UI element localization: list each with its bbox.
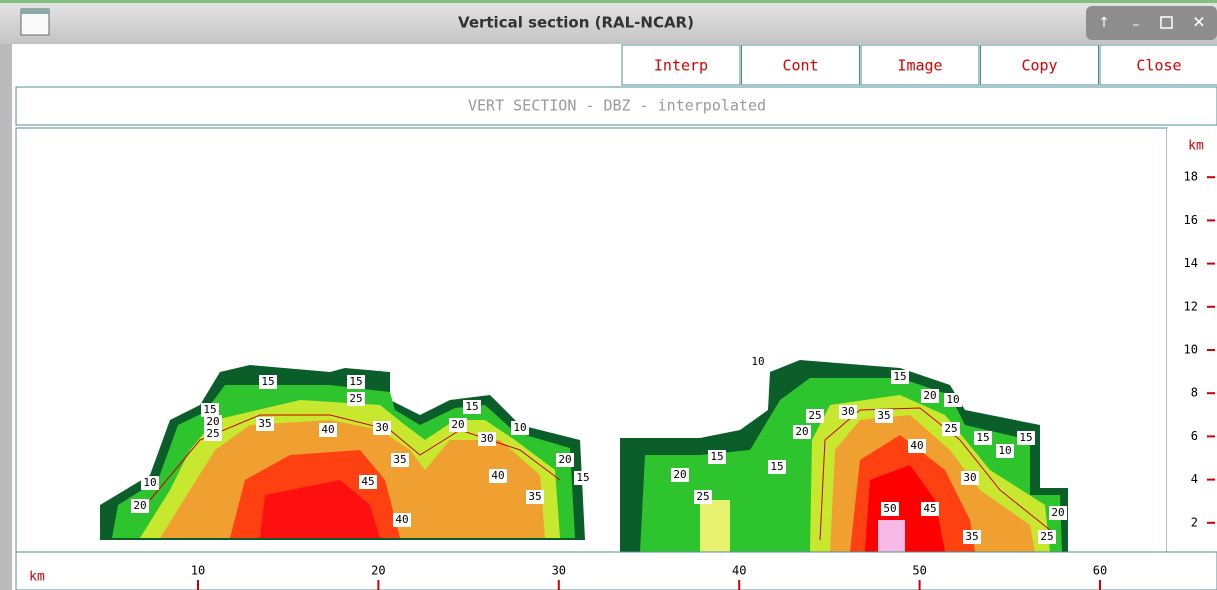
button-label[interactable]: Image <box>897 57 942 75</box>
contour-label: 35 <box>528 490 541 503</box>
contour-label: 45 <box>361 475 374 488</box>
contour-label: 40 <box>321 423 334 436</box>
contour-label: 10 <box>751 355 764 368</box>
y-tick-label: 6 <box>1191 429 1198 443</box>
contour-label: 15 <box>465 400 478 413</box>
contour-label: 15 <box>976 431 989 444</box>
x-tick-label: 20 <box>371 564 385 578</box>
contour-label: 25 <box>349 392 362 405</box>
y-tick-label: 18 <box>1184 170 1198 184</box>
x-tick-label: 10 <box>191 564 205 578</box>
contour-label: 15 <box>1019 431 1032 444</box>
contour-label: 25 <box>696 490 709 503</box>
contour-label: 10 <box>998 444 1011 457</box>
button-label[interactable]: Close <box>1136 57 1181 75</box>
contour-label: 15 <box>893 370 906 383</box>
window-icon-bar <box>21 9 49 14</box>
x-axis-unit: km <box>29 570 45 585</box>
y-tick-label: 12 <box>1184 299 1198 313</box>
contour-label: 40 <box>491 469 504 482</box>
contour-label: 10 <box>143 476 156 489</box>
button-row: Interp Cont Image Copy Close <box>622 45 1217 85</box>
y-axis-panel <box>1167 128 1217 552</box>
contour-label: 20 <box>673 468 686 481</box>
contour-label: 35 <box>393 453 406 466</box>
x-tick-label: 30 <box>552 564 566 578</box>
contour-label: 10 <box>946 393 959 406</box>
y-axis-unit: km <box>1188 139 1204 154</box>
contour-label: 20 <box>558 453 571 466</box>
y-tick-label: 2 <box>1191 515 1198 529</box>
contour-label: 15 <box>349 375 362 388</box>
contour-label: 20 <box>795 425 808 438</box>
contour-label: 25 <box>808 409 821 422</box>
x-tick-label: 50 <box>912 564 926 578</box>
contour-label: 35 <box>877 409 890 422</box>
contour-label: 20 <box>451 418 464 431</box>
contour-label: 30 <box>480 432 493 445</box>
subtitle: VERT SECTION - DBZ - interpolated <box>468 97 766 115</box>
window: Vertical section (RAL-NCAR) ↑ – ✕ Interp… <box>0 0 1217 590</box>
contour-label: 40 <box>395 513 408 526</box>
button-label[interactable]: Interp <box>654 57 708 75</box>
echo-patch <box>700 500 730 552</box>
contour-label: 50 <box>883 502 896 515</box>
contour-label: 30 <box>841 405 854 418</box>
x-tick-label: 40 <box>732 564 746 578</box>
contour-label: 35 <box>258 417 271 430</box>
contour-label: 20 <box>923 389 936 402</box>
contour-label: 30 <box>963 471 976 484</box>
title-accent <box>0 0 1217 3</box>
y-tick-label: 10 <box>1184 343 1198 357</box>
contour-label: 20 <box>1051 506 1064 519</box>
contour-label: 45 <box>923 502 936 515</box>
y-tick-label: 4 <box>1191 472 1198 486</box>
contour-label: 40 <box>910 439 923 452</box>
button-label[interactable]: Cont <box>782 57 818 75</box>
contour-label: 30 <box>375 421 388 434</box>
left-border <box>0 44 12 590</box>
contour-label: 25 <box>1040 530 1053 543</box>
y-tick-label: 8 <box>1191 386 1198 400</box>
contour-label: 25 <box>944 422 957 435</box>
echo-max <box>878 520 905 552</box>
btn-minimize[interactable]: – <box>1133 17 1140 33</box>
y-tick-label: 14 <box>1184 256 1198 270</box>
contour-label: 35 <box>965 530 978 543</box>
contour-label: 15 <box>770 460 783 473</box>
contour-label: 20 <box>133 499 146 512</box>
y-tick-label: 16 <box>1184 213 1198 227</box>
contour-label: 10 <box>513 421 526 434</box>
contour-label: 15 <box>203 403 216 416</box>
button-label[interactable]: Copy <box>1021 57 1057 75</box>
contour-label: 15 <box>576 471 589 484</box>
contour-label: 15 <box>261 375 274 388</box>
x-tick-label: 60 <box>1093 564 1107 578</box>
btn-up[interactable]: ↑ <box>1098 15 1110 31</box>
contour-label: 15 <box>710 450 723 463</box>
window-title: Vertical section (RAL-NCAR) <box>458 14 694 32</box>
btn-close[interactable]: ✕ <box>1192 13 1205 32</box>
